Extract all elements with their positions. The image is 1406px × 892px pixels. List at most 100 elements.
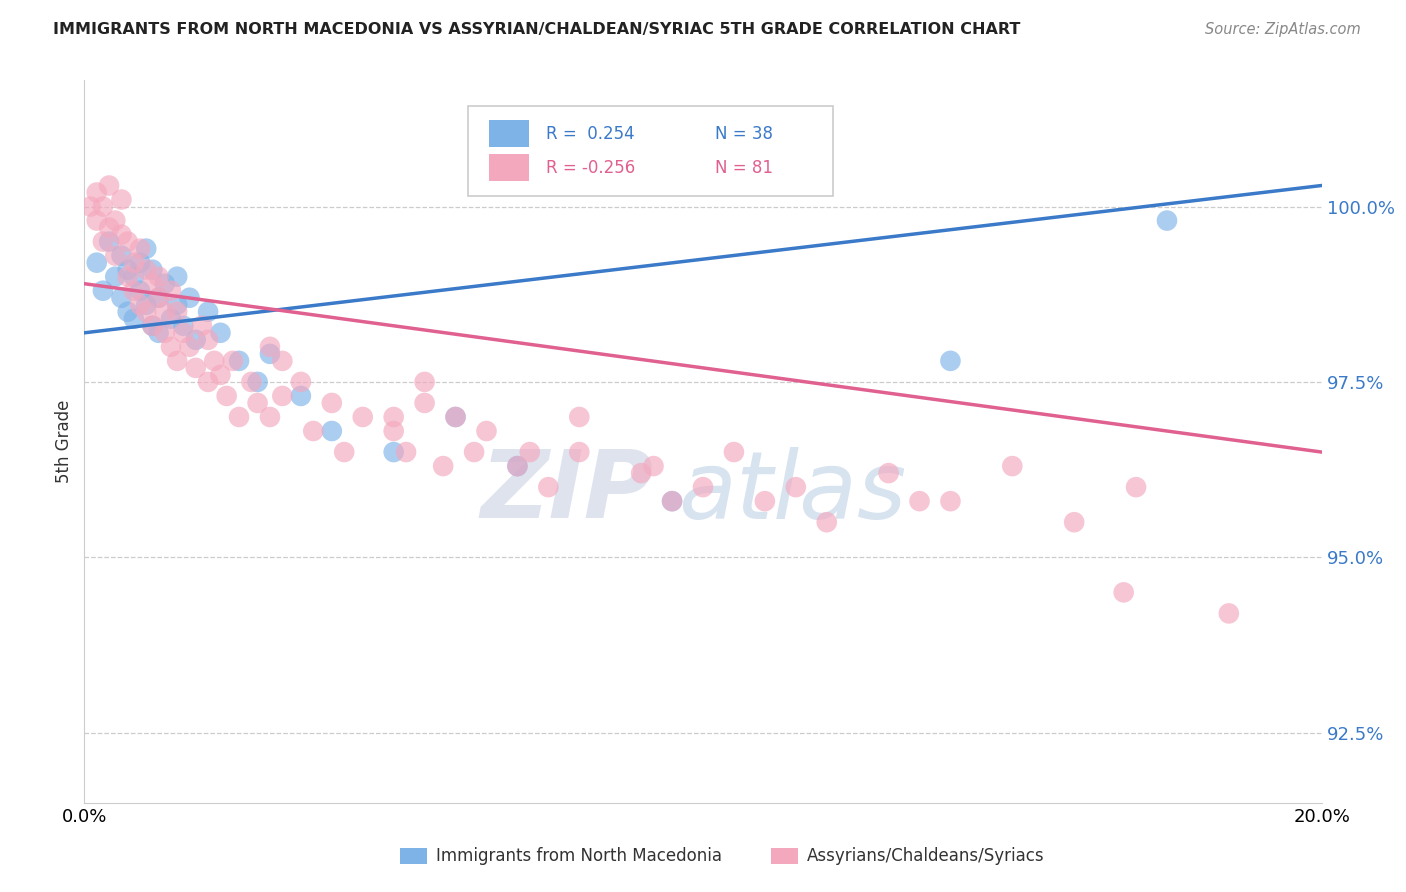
Point [413,375,436,389]
Point [197,305,219,319]
Point [568,445,591,459]
Point [135,262,157,277]
Point [240,375,263,389]
Point [129,298,152,312]
Point [166,305,188,319]
Point [98,220,121,235]
Point [122,284,145,298]
Point [259,347,281,361]
Point [222,354,245,368]
Point [197,375,219,389]
Point [166,298,188,312]
Point [117,262,139,277]
Point [723,445,745,459]
Point [537,480,560,494]
Point [413,396,436,410]
Point [271,389,294,403]
Point [630,466,652,480]
Point [117,305,139,319]
Point [160,284,183,298]
Point [209,368,232,382]
Point [110,227,132,242]
Text: R = -0.256: R = -0.256 [546,159,636,177]
Point [135,305,157,319]
Point [172,326,194,340]
Point [148,291,170,305]
Point [246,396,269,410]
Point [91,235,114,249]
Text: N = 38: N = 38 [716,125,773,143]
Point [382,409,405,424]
Point [463,445,485,459]
Point [333,445,356,459]
Point [382,445,405,459]
Point [1063,515,1085,529]
Point [352,409,374,424]
Point [160,340,183,354]
Point [122,311,145,326]
Point [129,242,152,256]
Point [321,424,343,438]
Point [643,459,665,474]
Point [246,375,269,389]
Text: R =  0.254: R = 0.254 [546,125,634,143]
Point [785,480,807,494]
Point [908,494,931,508]
Point [110,193,132,207]
Point [939,354,962,368]
Point [321,396,343,410]
Point [86,186,108,200]
Point [1156,213,1178,227]
Point [197,333,219,347]
Point [153,277,176,291]
Point [209,326,232,340]
Point [568,409,591,424]
Point [382,424,405,438]
Text: N = 81: N = 81 [716,159,773,177]
Point [519,445,541,459]
Point [141,277,163,291]
Point [1001,459,1024,474]
Point [172,318,194,333]
Text: Assyrians/Chaldeans/Syriacs: Assyrians/Chaldeans/Syriacs [807,847,1045,864]
Point [290,375,312,389]
Point [302,424,325,438]
Point [444,409,467,424]
Point [166,354,188,368]
Point [153,326,176,340]
Point [129,255,152,269]
Point [153,305,176,319]
Point [259,409,281,424]
Point [98,235,121,249]
Point [135,298,157,312]
Point [160,311,183,326]
Point [141,262,163,277]
Point [110,291,132,305]
Point [129,284,152,298]
Point [184,333,207,347]
Point [91,284,114,298]
Point [290,389,312,403]
Point [939,494,962,508]
Point [148,291,170,305]
Point [395,445,418,459]
Point [110,249,132,263]
Point [1125,480,1147,494]
Y-axis label: 5th Grade: 5th Grade [55,400,73,483]
Point [191,318,214,333]
Point [86,213,108,227]
Point [506,459,529,474]
Point [135,242,157,256]
Point [444,409,467,424]
Point [79,200,101,214]
Point [228,409,250,424]
Point [148,269,170,284]
Point [184,360,207,375]
Point [179,340,201,354]
Point [148,326,170,340]
Point [122,255,145,269]
Bar [489,120,529,147]
Point [271,354,294,368]
Point [1112,585,1135,599]
Point [877,466,900,480]
